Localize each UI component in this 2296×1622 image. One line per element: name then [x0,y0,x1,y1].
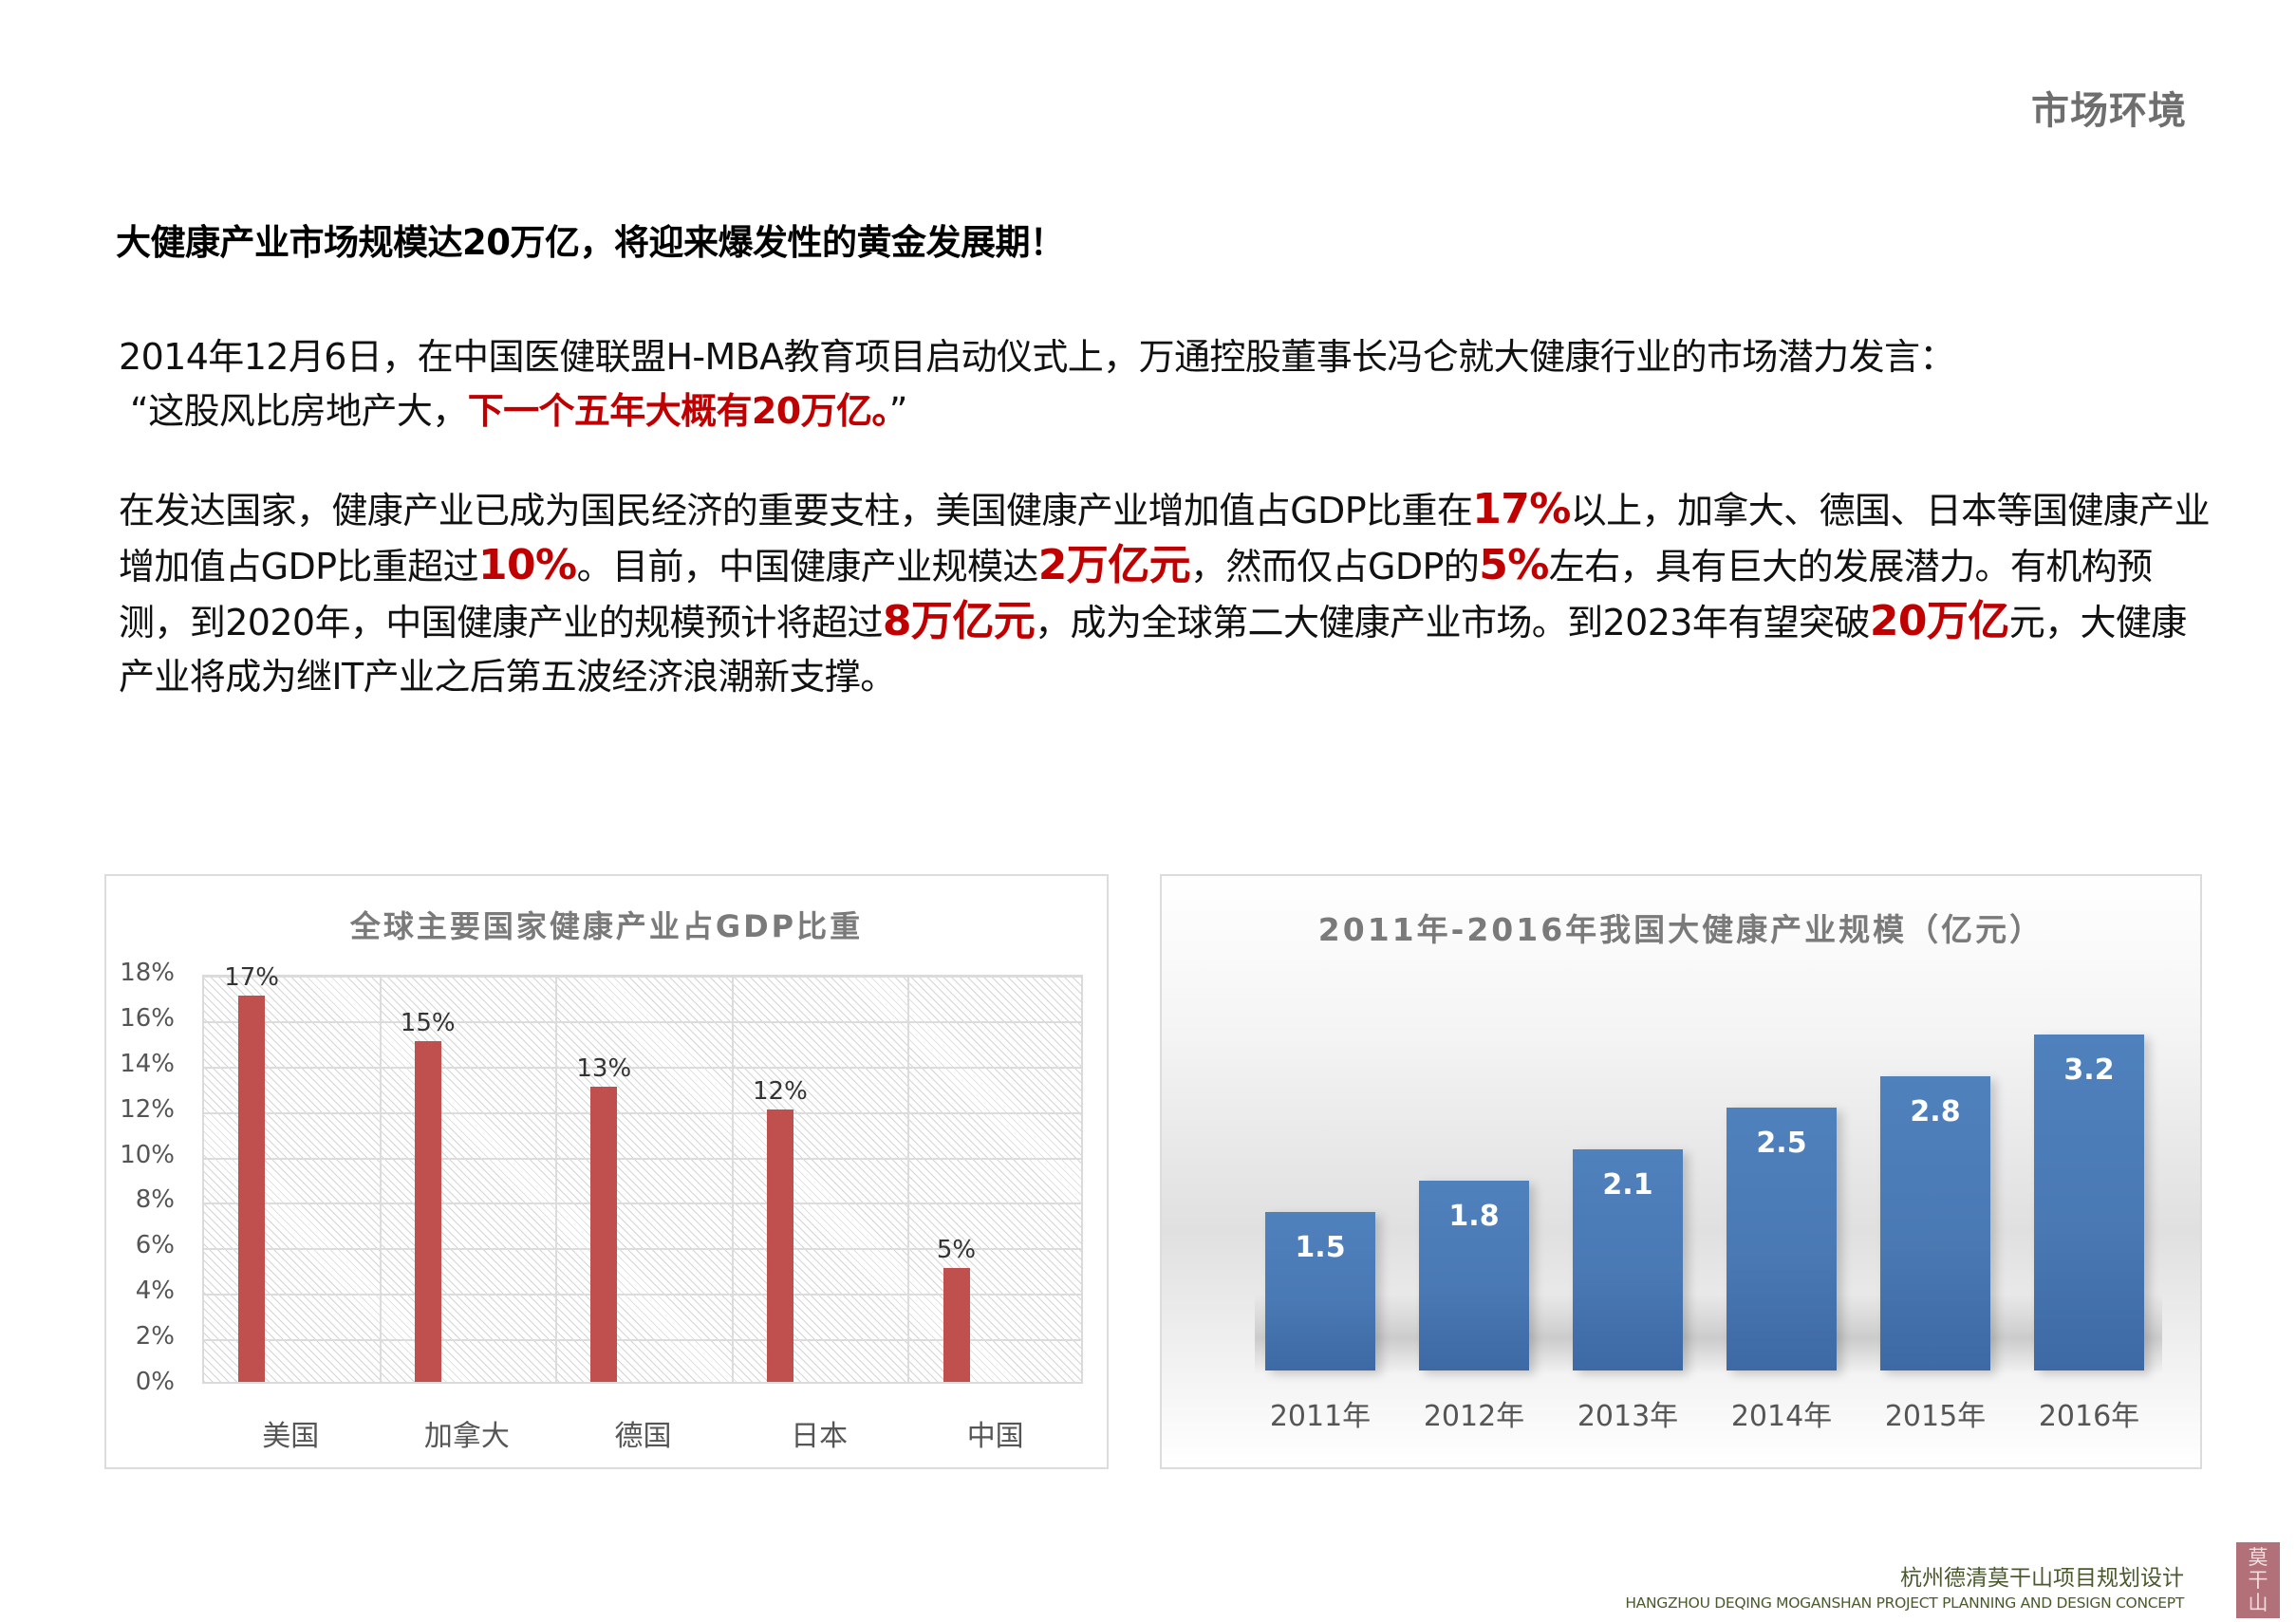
x-tick-label: 日本 [791,1420,849,1453]
highlight-20wanyi: 20万亿 [1869,597,2009,645]
data-label: 2.1 [1602,1168,1653,1202]
chart-title: 全球主要国家健康产业占GDP比重 [349,908,864,944]
y-tick-label: 18% [120,959,175,987]
bar [414,1040,441,1382]
text-segment: 左右，具有巨大的发展潜力。有机构预测，到2020年，中国健康产业的规模预计将超过 [119,546,2153,643]
y-tick-label: 10% [120,1140,175,1169]
data-label: 1.8 [1448,1200,1500,1233]
logo-char: 干 [2248,1569,2268,1592]
headline: 大健康产业市场规模达20万亿，将迎来爆发性的黄金发展期！ [116,222,1065,263]
chart-title: 2011年-2016年我国大健康产业规模（亿元） [1317,911,2044,948]
x-tick-label: 2011年 [1269,1400,1372,1433]
text-segment: ，然而仅占GDP的 [1189,546,1480,587]
x-tick-label: 2015年 [1884,1400,1987,1433]
x-tick-label: 2013年 [1577,1400,1679,1433]
gridline [204,1020,1081,1023]
gridline [204,1248,1081,1251]
quote-close: ” [888,390,908,432]
x-tick-label: 美国 [262,1420,320,1453]
gridline [204,1339,1081,1342]
y-tick-label: 0% [135,1368,175,1396]
bar: 2.8 [1880,1076,1990,1370]
y-tick-label: 14% [120,1049,175,1078]
paragraph-market: 在发达国家，健康产业已成为国民经济的重要支柱，美国健康产业增加值占GDP比重在1… [119,482,2216,704]
y-tick-label: 12% [120,1094,175,1124]
logo-char: 莫 [2248,1546,2268,1569]
data-label: 15% [400,1008,456,1037]
gridline [379,977,382,1382]
quote-highlight: 下一个五年大概有20万亿。 [467,390,890,432]
gridline [204,1203,1081,1205]
highlight-8wanyi: 8万亿元 [882,597,1036,645]
quote-open: “这股风比房地产大， [130,390,468,432]
bar: 1.8 [1419,1181,1529,1370]
bar [766,1109,793,1382]
y-tick-label: 6% [135,1231,175,1260]
bar: 1.5 [1265,1212,1375,1370]
gridline [204,1157,1081,1160]
y-tick-label: 8% [135,1185,175,1215]
section-label: 市场环境 [2031,89,2187,133]
bar [238,995,266,1382]
highlight-5pct: 5% [1479,541,1549,589]
text-segment: 元，大健康产业将成为继IT产业之后第五波经济浪潮新支撑。 [119,602,2187,698]
x-tick-label: 中国 [966,1420,1024,1453]
data-label: 2.5 [1756,1127,1807,1160]
gridline [204,1066,1081,1069]
paragraph-quote: 2014年12月6日，在中国医健联盟H-MBA教育项目启动仪式上，万通控股董事长… [119,330,2216,438]
highlight-17pct: 17% [1472,485,1571,533]
gridline [204,976,1081,978]
x-tick-label: 德国 [614,1420,672,1453]
bar: 2.5 [1727,1108,1837,1370]
data-label: 3.2 [2063,1053,2115,1087]
gridline [731,977,734,1382]
bar [943,1268,970,1382]
x-tick-label: 2012年 [1423,1400,1525,1433]
gridline [204,1294,1081,1296]
x-tick-label: 加拿大 [423,1420,510,1453]
text-segment: ，成为全球第二大健康产业市场。到2023年有望突破 [1035,602,1870,643]
text-segment: 。目前，中国健康产业规模达 [576,546,1039,587]
bar-shadow [1255,1294,2162,1374]
text-segment: 以上，加拿大、德国、日本等国健康产业增加值占GDP比重超过 [119,490,2211,587]
x-tick-label: 2016年 [2038,1400,2140,1433]
chart-industry-scale: 2011年-2016年我国大健康产业规模（亿元） 1.5 2011年 1.8 2012… [1160,874,2202,1469]
x-tick-label: 2014年 [1730,1400,1833,1433]
y-tick-label: 2% [135,1322,175,1352]
bar: 3.2 [2034,1035,2144,1370]
gridline [555,977,558,1382]
logo-char: 山 [2248,1592,2268,1614]
quote-line: “这股风比房地产大，下一个五年大概有20万亿。” [119,384,2216,438]
bar [590,1086,618,1382]
data-label: 17% [224,962,279,992]
chart-gdp-share: 全球主要国家健康产业占GDP比重 0% 2% 4% 6% 8% 10% 12% 14% 16% 1… [104,874,1109,1469]
data-label: 13% [576,1053,632,1083]
highlight-10pct: 10% [478,541,577,589]
y-tick-label: 4% [135,1277,175,1306]
text-segment: 在发达国家，健康产业已成为国民经济的重要支柱，美国健康产业增加值占GDP比重在 [119,490,1473,531]
data-label: 5% [936,1236,977,1265]
paragraph-quote-line1: 2014年12月6日，在中国医健联盟H-MBA教育项目启动仪式上，万通控股董事长… [119,336,1955,378]
gridline [907,977,910,1382]
data-label: 12% [753,1076,808,1106]
data-label: 1.5 [1295,1231,1346,1264]
bar: 2.1 [1573,1149,1683,1370]
footer-project-en: HANGZHOU DEQING MOGANSHAN PROJECT PLANNI… [1625,1594,2184,1612]
gridline [204,1111,1081,1114]
plot-area: 17% 15% 13% 12% 5% [202,963,1083,1384]
data-label: 2.8 [1910,1095,1961,1128]
footer-project-cn: 杭州德清莫干山项目规划设计 [1900,1566,2184,1591]
highlight-2wanyi: 2万亿元 [1037,541,1191,589]
logo-stamp: 莫 干 山 [2236,1542,2280,1618]
y-tick-label: 16% [120,1003,175,1033]
